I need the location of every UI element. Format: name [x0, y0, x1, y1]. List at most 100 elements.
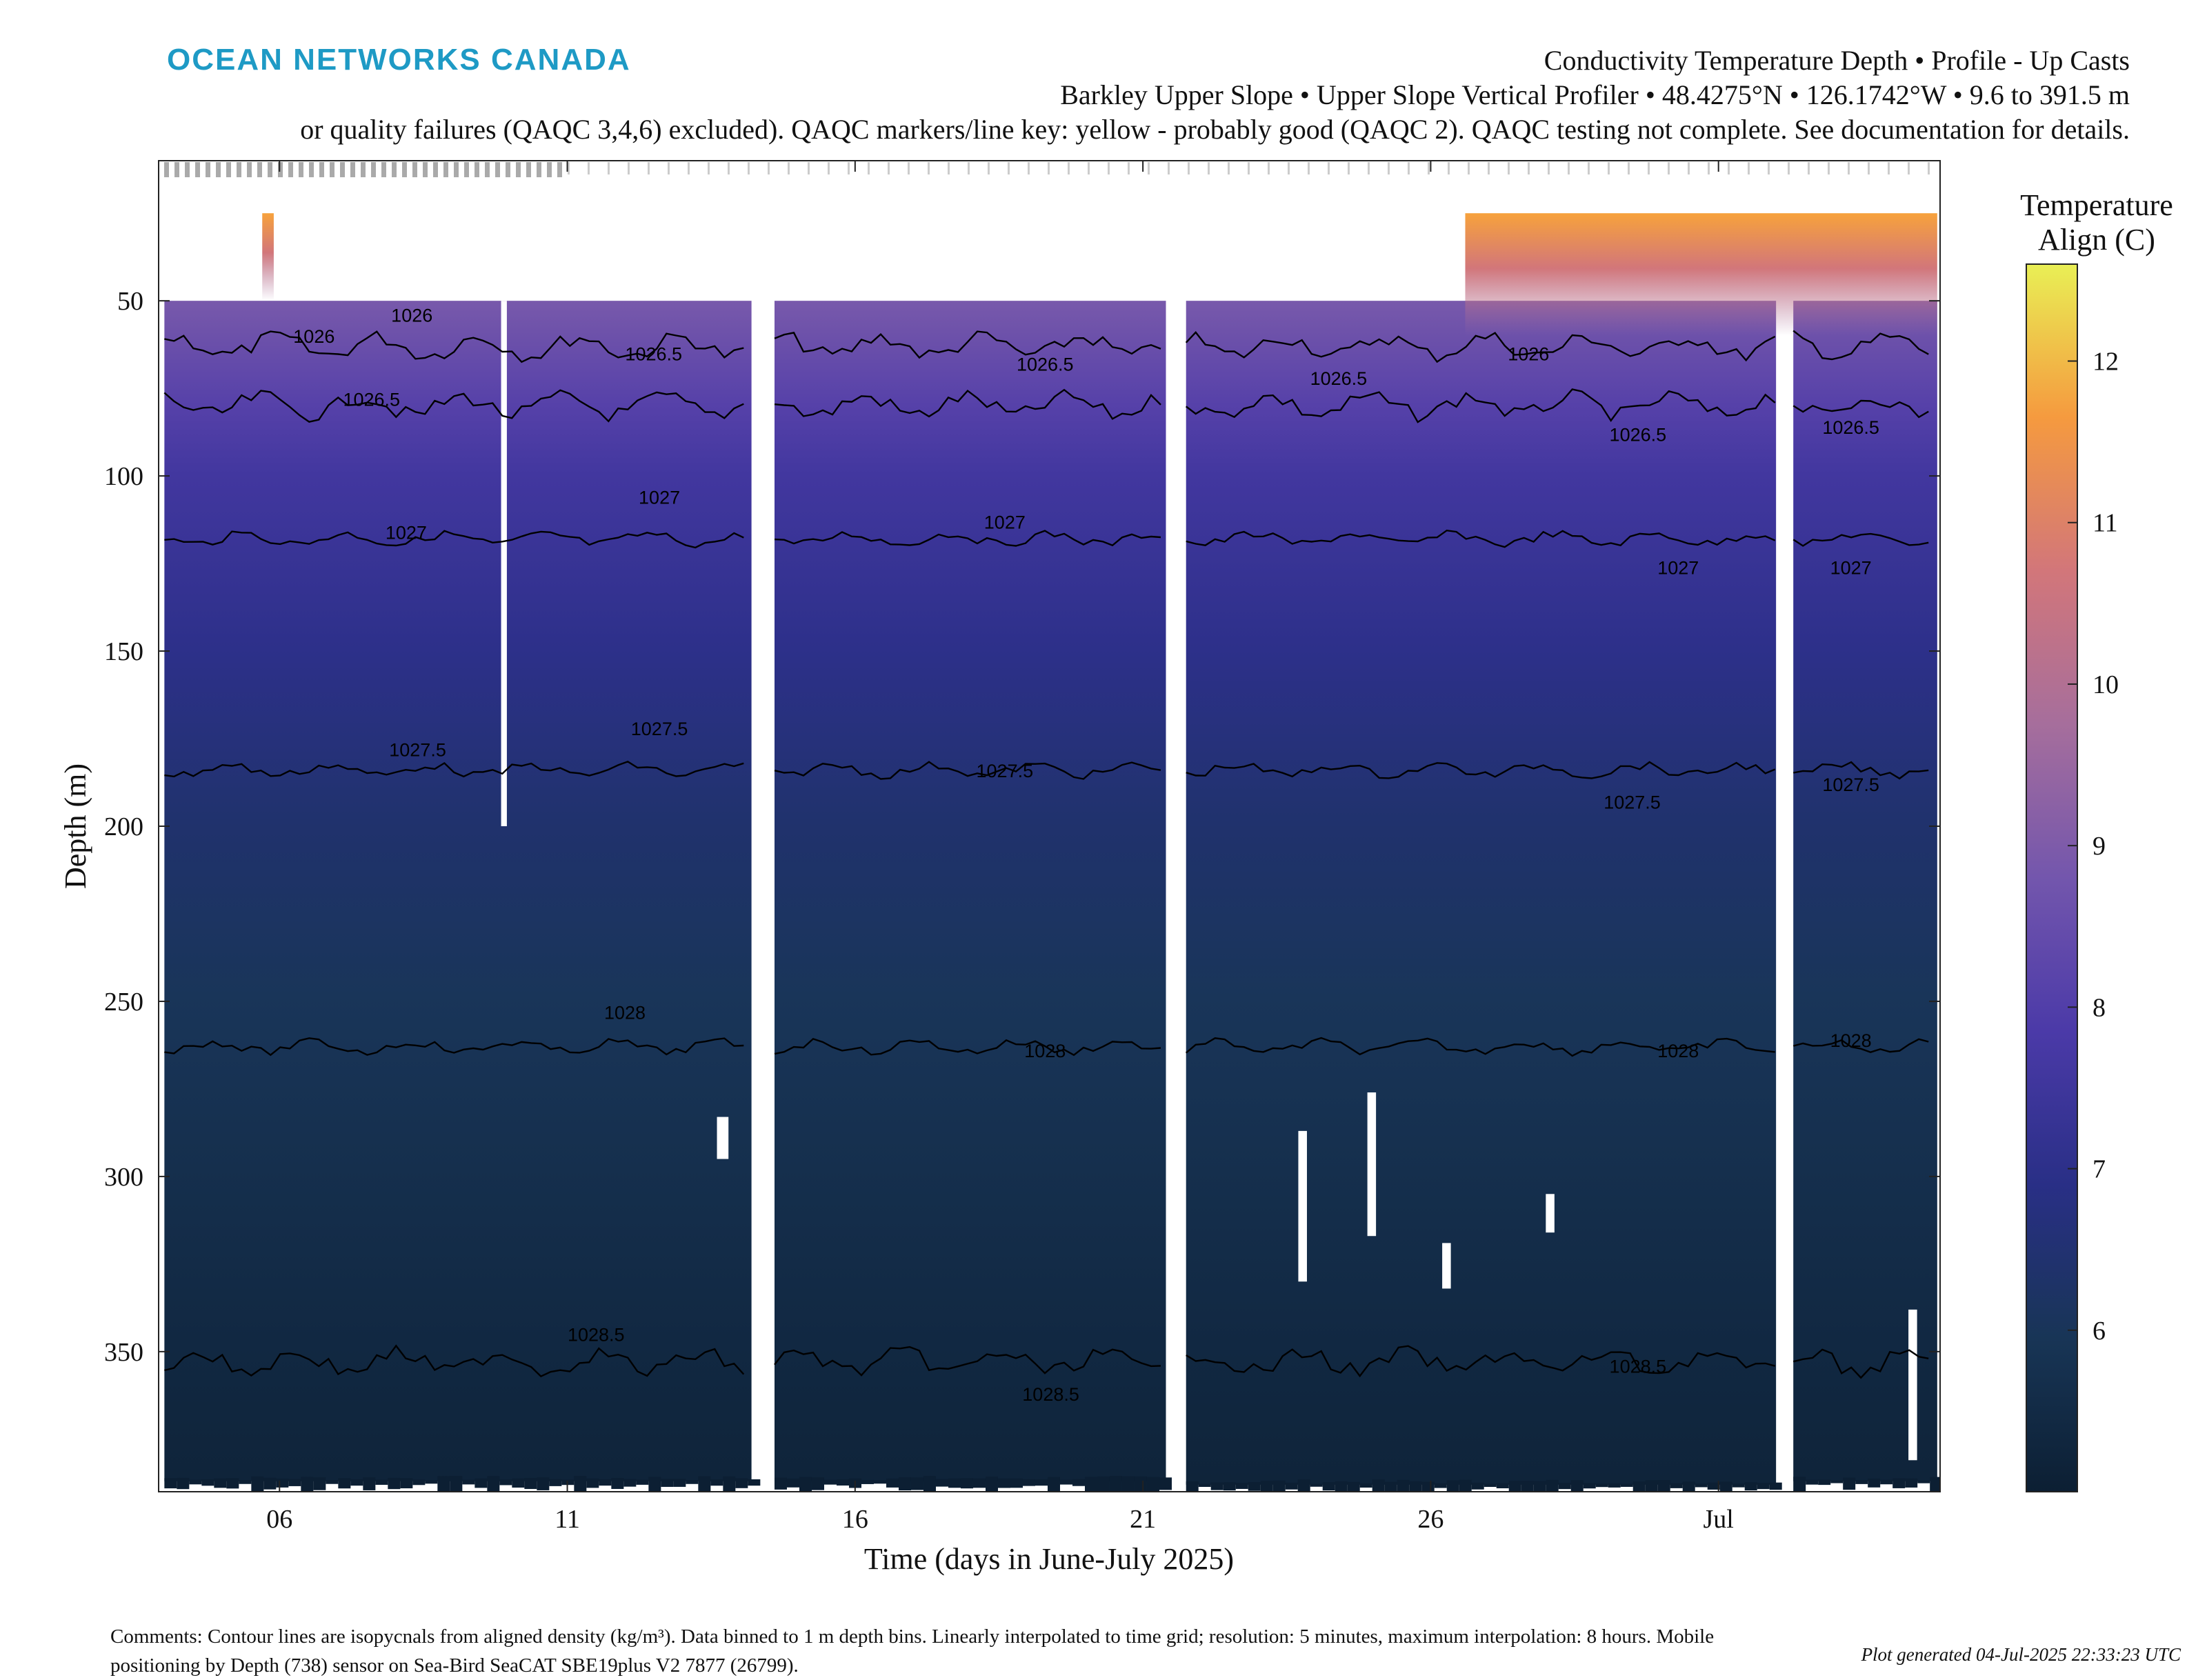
colorbar-tick-8: 8 [2093, 993, 2106, 1022]
data-gap-7 [1908, 1309, 1917, 1461]
y-tick-200: 200 [104, 812, 143, 841]
colorbar-tick-10: 10 [2093, 670, 2119, 699]
temperature-field [164, 213, 1940, 1492]
isopycnal-1028 [164, 1037, 744, 1057]
isopycnal-1026.5 [1792, 399, 1929, 419]
contour-label-1027: 1027 [639, 488, 680, 508]
y-tick-350: 350 [104, 1338, 143, 1367]
data-gap-5 [1442, 1243, 1451, 1289]
x-tick-Jul: Jul [1704, 1505, 1734, 1534]
colorbar-tick-7: 7 [2093, 1155, 2106, 1184]
colorbar-tick-9: 9 [2093, 832, 2106, 861]
contour-label-1027.5: 1027.5 [389, 739, 446, 760]
data-gap-3 [1298, 1130, 1307, 1282]
data-segment-4 [1793, 301, 1937, 1481]
onc-logo: OCEAN NETWORKS CANADA [167, 43, 631, 77]
data-gap-4 [1367, 1092, 1377, 1237]
x-tick-11: 11 [555, 1505, 580, 1534]
colorbar-tick-6: 6 [2093, 1317, 2106, 1346]
contour-label-1027.5: 1027.5 [631, 719, 688, 739]
contour-label-1028: 1028 [604, 1002, 646, 1023]
contour-label-1026.5: 1026.5 [343, 390, 400, 410]
isopycnal-1027 [1186, 529, 1776, 548]
data-segment-1 [164, 301, 752, 1481]
comments-caption: Comments: Contour lines are isopycnals f… [110, 1626, 1715, 1677]
isopycnal-1026 [1185, 331, 1776, 363]
y-tick-150: 150 [104, 637, 143, 666]
contour-label-1026: 1026 [1508, 344, 1549, 365]
warm-surface-patch-2 [1465, 213, 1937, 336]
data-segment-3 [1186, 301, 1777, 1485]
contour-label-1026: 1026 [391, 306, 432, 326]
plot-subtitle-qaqc: or quality failures (QAQC 3,4,6) exclude… [300, 114, 2130, 145]
isopycnal-1026 [1792, 330, 1929, 361]
isopycnal-1027.5 [1186, 761, 1776, 779]
data-segment-2 [774, 301, 1166, 1481]
colorbar-label-line1: Temperature [2020, 188, 2173, 222]
isopycnal-1026.5 [1185, 388, 1776, 423]
isopycnal-1027 [1792, 532, 1929, 547]
warm-surface-patch-1 [262, 213, 274, 301]
contour-label-1027: 1027 [386, 523, 427, 543]
y-tick-250: 250 [104, 988, 143, 1017]
data-gap-6 [1546, 1194, 1555, 1233]
contour-label-1027.5: 1027.5 [1604, 792, 1661, 813]
colorbar: Temperature Align (C) 6 7 8 9 10 11 12 [2020, 188, 2173, 1492]
y-tick-100: 100 [104, 462, 143, 491]
y-axis: 50 100 150 200 250 300 350 [104, 287, 1940, 1367]
x-tick-21: 21 [1130, 1505, 1156, 1534]
x-axis-label: Time (days in June-July 2025) [864, 1542, 1234, 1576]
x-tick-06: 06 [266, 1505, 292, 1534]
isopycnal-1028.5 [774, 1346, 1161, 1377]
isopycnal-1027.5 [164, 760, 744, 778]
isopycnal-1026 [774, 330, 1161, 359]
contour-label-1026.5: 1026.5 [1610, 424, 1667, 445]
contour-label-1028: 1028 [1830, 1030, 1872, 1051]
qaqc-markers [164, 162, 1930, 177]
contour-label-1027.5: 1027.5 [1822, 774, 1879, 795]
contour-label-1027: 1027 [1830, 557, 1872, 578]
isopycnal-1026.5 [163, 389, 744, 423]
data-gap-1 [501, 301, 507, 826]
contour-label-1028: 1028 [1657, 1041, 1699, 1061]
contour-label-1026.5: 1026.5 [1822, 417, 1879, 438]
y-axis-label: Depth (m) [59, 763, 92, 889]
isopycnal-1027 [164, 530, 744, 549]
isopycnal-contours: 1026 1026 1026 1026.5 1026.5 1026.5 1026.5 1026… [163, 306, 1929, 1405]
isopycnal-1028 [1792, 1038, 1929, 1053]
contour-label-1028.5: 1028.5 [1022, 1384, 1079, 1405]
colorbar-label-line2: Align (C) [2038, 223, 2155, 257]
isopycnal-1026 [164, 330, 744, 363]
x-tick-16: 16 [842, 1505, 868, 1534]
data-gap-2 [717, 1117, 729, 1159]
contour-label-1027.5: 1027.5 [977, 761, 1034, 781]
contour-label-1026.5: 1026.5 [1017, 354, 1074, 375]
colorbar-tick-11: 11 [2093, 509, 2118, 538]
plot-title: Conductivity Temperature Depth • Profile… [1544, 45, 2130, 76]
plot-subtitle-location: Barkley Upper Slope • Upper Slope Vertic… [1060, 79, 2130, 110]
x-tick-26: 26 [1417, 1505, 1444, 1534]
contour-label-1026.5: 1026.5 [1310, 368, 1368, 389]
colorbar-tick-12: 12 [2093, 348, 2119, 377]
contour-label-1028.5: 1028.5 [568, 1325, 625, 1346]
y-tick-50: 50 [117, 287, 143, 316]
isopycnal-1028 [1185, 1037, 1775, 1057]
contour-label-1026: 1026 [293, 326, 334, 347]
x-axis: 06 11 16 21 26 Jul [266, 161, 1734, 1534]
isopycnal-1028.5 [164, 1344, 745, 1378]
isopycnal-1028 [774, 1037, 1161, 1057]
isopycnal-1026.5 [774, 388, 1161, 420]
isopycnal-1027.5 [1792, 761, 1929, 780]
isopycnal-1027.5 [774, 761, 1161, 780]
isopycnal-1027 [774, 530, 1161, 547]
contour-label-1027: 1027 [1657, 557, 1699, 578]
contour-label-1028: 1028 [1024, 1041, 1066, 1061]
isopycnal-1028.5 [1792, 1348, 1929, 1379]
y-tick-300: 300 [104, 1163, 143, 1192]
contour-label-1026.5: 1026.5 [625, 344, 682, 365]
colorbar-bar [2026, 263, 2078, 1492]
contour-label-1027: 1027 [984, 512, 1026, 532]
contour-label-1028.5: 1028.5 [1610, 1356, 1667, 1377]
isopycnal-1028.5 [1186, 1345, 1776, 1378]
